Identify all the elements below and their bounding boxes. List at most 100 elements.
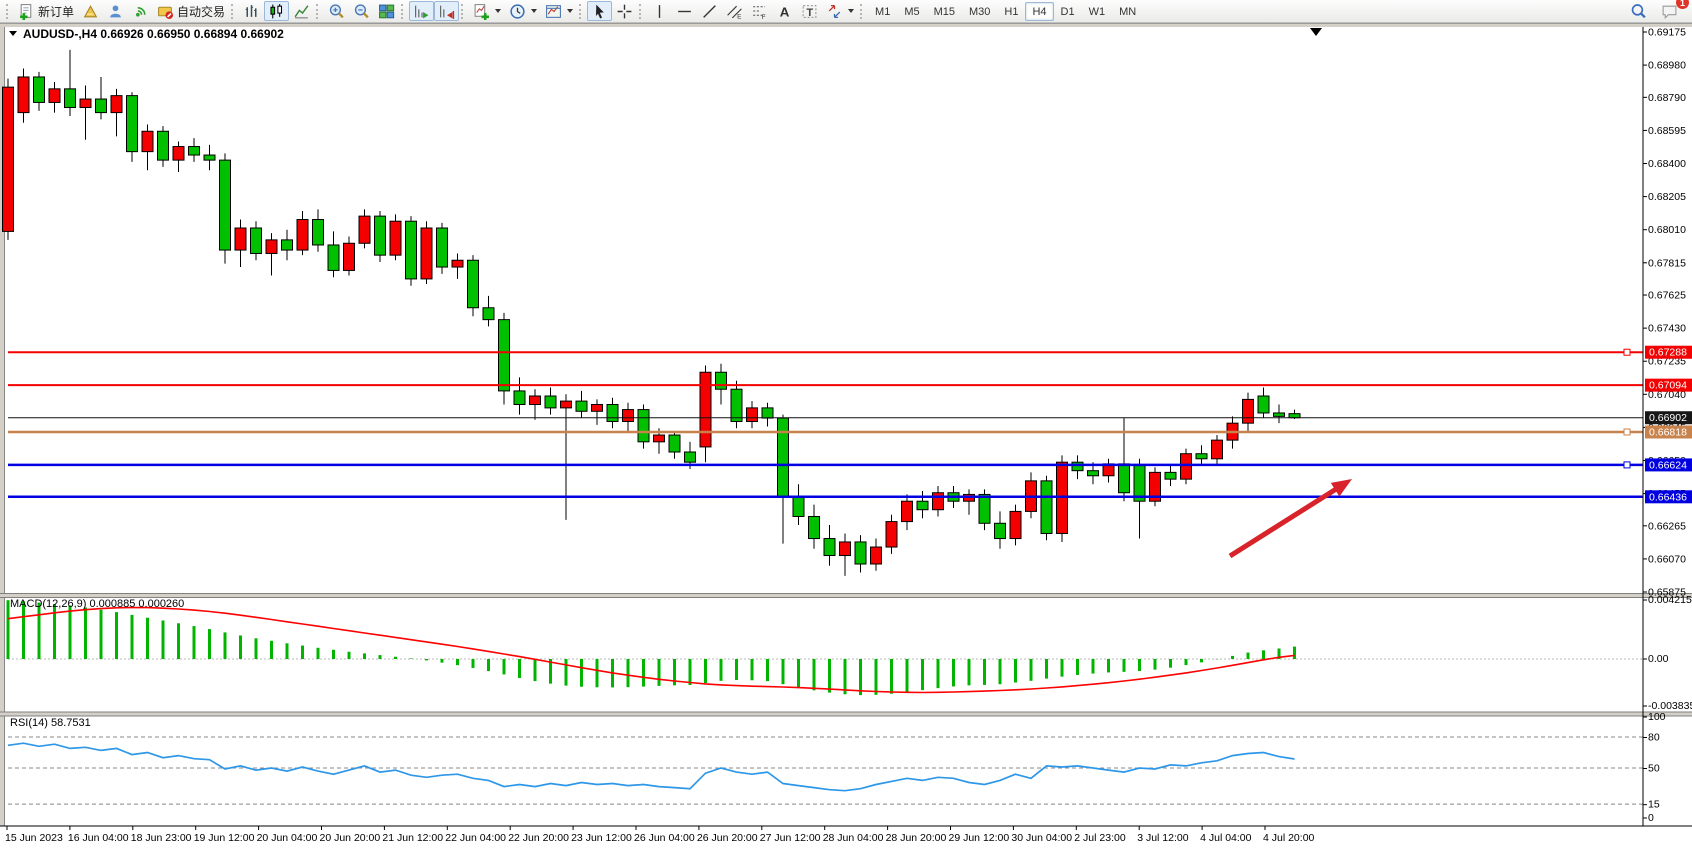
chart-canvas[interactable]: 0.69175 0.68980 0.68790 0.68595 0.68400 0.682…	[0, 23, 1692, 848]
periods-button[interactable]	[505, 1, 541, 21]
vline-icon	[658, 4, 661, 18]
tile-windows-button[interactable]	[374, 1, 399, 21]
symbol-dropdown-icon[interactable]	[9, 31, 17, 36]
price-axis[interactable]: 0.69175 0.68980 0.68790 0.68595 0.68400 0.682…	[1643, 27, 1692, 825]
chart-background	[0, 23, 1692, 848]
rsi-axis-label: 50	[1648, 763, 1660, 775]
chart-shift-marker-icon[interactable]	[1310, 28, 1322, 36]
candle-body	[994, 522, 1006, 540]
templates-button[interactable]	[541, 1, 577, 21]
timeframe-m30[interactable]: M30	[969, 5, 991, 18]
indicators-button[interactable]	[469, 1, 505, 21]
candle-body	[1195, 453, 1208, 460]
autotrading-icon	[158, 6, 174, 19]
text-button[interactable]: A	[772, 1, 797, 21]
notifications-button[interactable]: 1	[1657, 0, 1689, 21]
candle-body	[544, 395, 557, 409]
timeframe-d1[interactable]: D1	[1060, 5, 1075, 18]
candle-body	[885, 521, 898, 548]
candle-body	[343, 242, 355, 271]
metaeditor-button[interactable]	[103, 1, 128, 21]
price-tick-label: 0.66265	[1648, 520, 1686, 532]
candle-body	[312, 219, 324, 246]
price-tick-label: 0.68790	[1648, 92, 1686, 104]
candle-body	[932, 492, 944, 511]
chevron-down-icon	[495, 9, 502, 13]
main-toolbar: 新订单 自动交易 E F A T M1 M5 M15 M30 H1 H4 D1 W1 MN 1	[0, 0, 1692, 23]
timeframe-mn[interactable]: MN	[1119, 5, 1137, 18]
timeframe-m5[interactable]: M5	[904, 5, 920, 18]
template-icon	[546, 4, 561, 18]
timeframe-h1[interactable]: H1	[1004, 5, 1019, 18]
bar-chart-button[interactable]	[239, 1, 264, 21]
candle-body	[234, 227, 247, 251]
candle-body	[126, 95, 138, 153]
candle-body	[854, 541, 867, 565]
chart-window-button[interactable]	[78, 1, 103, 21]
svg-text:E: E	[737, 13, 741, 20]
candle-body	[901, 500, 913, 523]
shift-icon	[440, 5, 455, 19]
vertical-line-button[interactable]	[647, 1, 672, 21]
fibonacci-button[interactable]: F	[747, 1, 772, 21]
autotrading-button[interactable]: 自动交易	[153, 1, 229, 21]
crosshair-button[interactable]	[612, 1, 637, 21]
channel-button[interactable]: E	[722, 1, 747, 21]
cursor-button[interactable]	[587, 1, 613, 21]
candle-body	[33, 76, 45, 103]
pane-separator[interactable]	[0, 593, 1692, 598]
arrow-head-icon	[1330, 479, 1352, 497]
macd-axis-label: 0.00	[1648, 653, 1669, 665]
horizontal-line-button[interactable]	[672, 1, 697, 21]
rsi-line	[7, 742, 1295, 792]
candle-body	[141, 130, 154, 153]
svg-text:T: T	[806, 6, 813, 18]
arrows-icon	[828, 4, 841, 18]
time-tick-label: 16 Jun 04:00	[68, 832, 129, 844]
price-line-badge	[1645, 345, 1692, 359]
candles-icon	[270, 3, 283, 18]
label-button[interactable]: T	[797, 1, 822, 21]
candle-body	[560, 400, 572, 409]
signal-button[interactable]	[128, 1, 153, 21]
timeframe-w1[interactable]: W1	[1088, 5, 1106, 18]
trendline-button[interactable]	[697, 1, 722, 21]
arrow-annotation[interactable]	[1228, 479, 1352, 559]
line-handle[interactable]	[1623, 461, 1631, 469]
time-tick-label: 4 Jul 20:00	[1263, 832, 1315, 844]
timeframe-m15[interactable]: M15	[933, 5, 955, 18]
candle-body	[219, 159, 231, 251]
cone-icon	[83, 4, 98, 17]
auto-scroll-button[interactable]	[409, 1, 435, 21]
candle-body	[110, 95, 123, 114]
zoom-out-button[interactable]	[349, 1, 374, 21]
timeframe-h4[interactable]: H4	[1025, 1, 1054, 21]
time-axis[interactable]: 15 Jun 2023 16 Jun 04:00 18 Jun 23:00 19 Ju…	[5, 826, 1315, 844]
chart-shift-button[interactable]	[434, 1, 460, 21]
arrows-button[interactable]	[822, 1, 858, 21]
chart-window[interactable]: 0.69175 0.68980 0.68790 0.68595 0.68400 0.682…	[0, 23, 1692, 848]
pane-separator[interactable]	[0, 712, 1692, 716]
line-chart-button[interactable]	[289, 1, 314, 21]
line-handle[interactable]	[1623, 428, 1631, 436]
price-tick-label: 0.67815	[1648, 257, 1686, 269]
candle-body	[451, 259, 464, 268]
zoom-in-button[interactable]	[324, 1, 349, 21]
price-tick-label: 0.67430	[1648, 323, 1686, 335]
toolbar-grip	[231, 3, 235, 19]
candle-body	[870, 546, 882, 565]
candle-body	[978, 493, 991, 524]
new-order-button[interactable]: 新订单	[14, 1, 78, 21]
timeframe-m1[interactable]: M1	[875, 5, 891, 18]
rsi-pane	[7, 736, 1643, 805]
toolbar-grip	[316, 3, 320, 19]
candle-body	[1273, 412, 1285, 417]
candle-body	[281, 239, 293, 251]
line-handle[interactable]	[1623, 348, 1631, 356]
price-line-badge	[1645, 425, 1692, 439]
candle-body	[374, 215, 386, 256]
candlestick-button[interactable]	[264, 1, 290, 21]
candle-body	[1071, 461, 1084, 472]
search-button[interactable]	[1626, 1, 1651, 21]
price-tick-label: 0.68400	[1648, 158, 1686, 170]
